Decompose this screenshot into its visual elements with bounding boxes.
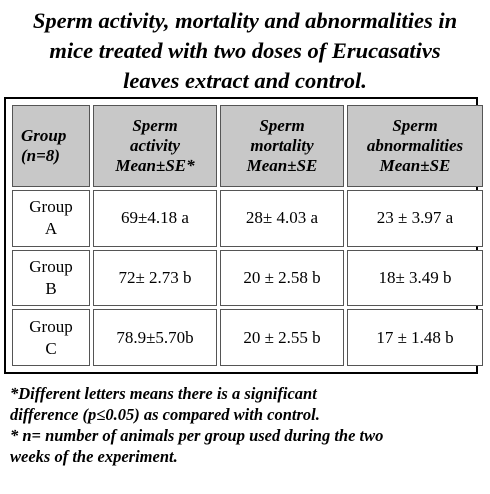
table-row: Group C 78.9±5.70b 20 ± 2.55 b 17 ± 1.48… (12, 309, 483, 366)
title-line-1: Sperm activity, mortality and abnormalit… (32, 8, 458, 33)
footnote-line-3: * n= number of animals per group used du… (10, 426, 384, 445)
header-sperm-abnormalities: Sperm abnormalities Mean±SE (347, 105, 483, 187)
footnote-line-2: difference (p≤0.05) as compared with con… (10, 405, 320, 424)
abnormalities-cell: 23 ± 3.97 a (347, 190, 483, 247)
abnormalities-cell: 17 ± 1.48 b (347, 309, 483, 366)
header-sperm-mortality: Sperm mortality Mean±SE (220, 105, 344, 187)
table-header-row: Group (n=8) Sperm activity Mean±SE* Sper… (12, 105, 483, 187)
results-table: Group (n=8) Sperm activity Mean±SE* Sper… (9, 102, 486, 369)
table-row: Group B 72± 2.73 b 20 ± 2.58 b 18± 3.49 … (12, 249, 483, 307)
table-row: Group A 69±4.18 a 28± 4.03 a 23 ± 3.97 a (12, 190, 483, 247)
title-line-3: leaves extract and control. (123, 68, 367, 93)
activity-cell: 78.9±5.70b (93, 309, 217, 366)
results-table-frame: Group (n=8) Sperm activity Mean±SE* Sper… (4, 97, 483, 374)
mortality-cell: 20 ± 2.58 b (220, 249, 344, 307)
group-cell: Group A (12, 190, 90, 247)
abnormalities-cell: 18± 3.49 b (347, 249, 483, 307)
activity-cell: 72± 2.73 b (93, 249, 217, 307)
mortality-cell: 20 ± 2.55 b (220, 309, 344, 366)
header-group: Group (n=8) (12, 105, 90, 187)
header-sperm-activity: Sperm activity Mean±SE* (93, 105, 217, 187)
group-cell: Group B (12, 249, 90, 307)
footnote: *Different letters means there is a sign… (10, 383, 480, 467)
footnote-line-1: *Different letters means there is a sign… (10, 384, 317, 403)
activity-cell: 69±4.18 a (93, 190, 217, 247)
title-line-2: mice treated with two doses of Erucasati… (49, 38, 441, 63)
group-cell: Group C (12, 309, 90, 366)
mortality-cell: 28± 4.03 a (220, 190, 344, 247)
document-title: Sperm activity, mortality and abnormalit… (0, 6, 490, 96)
footnote-line-4: weeks of the experiment. (10, 447, 178, 466)
